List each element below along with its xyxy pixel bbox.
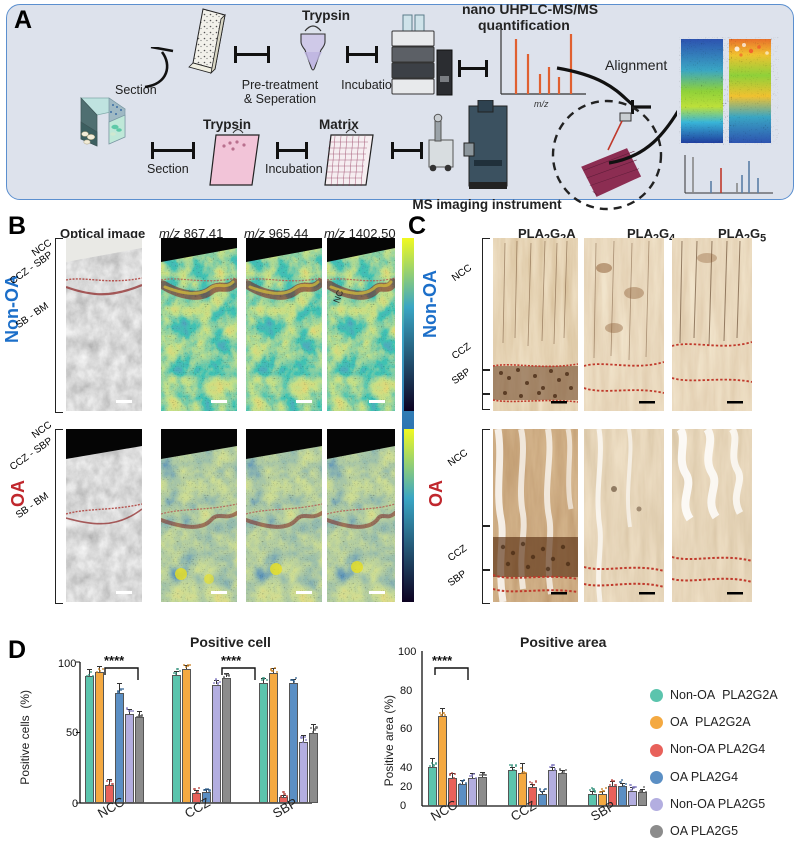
svg-text:****: **** [221,653,242,668]
svg-text:60: 60 [400,723,412,735]
svg-text:100: 100 [398,646,416,658]
svg-text:20: 20 [400,781,412,793]
svg-text:100: 100 [58,658,76,670]
svg-text:80: 80 [400,685,412,697]
svg-text:0: 0 [72,798,78,810]
svg-text:****: **** [104,653,125,668]
svg-text:****: **** [432,653,453,668]
svg-text:0: 0 [400,800,406,812]
svg-text:40: 40 [400,762,412,774]
